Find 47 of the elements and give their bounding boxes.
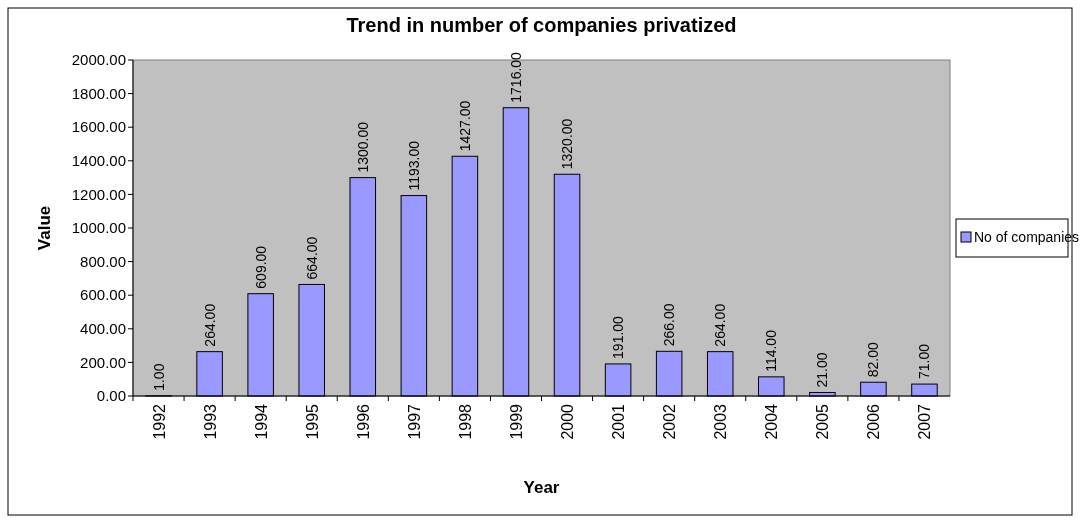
x-tick-label: 2000 <box>559 403 577 440</box>
data-label: 1716.00 <box>507 51 524 103</box>
data-label: 1320.00 <box>559 118 576 170</box>
x-tick-label: 1992 <box>150 403 168 440</box>
legend-label: No of companies <box>974 228 1080 245</box>
y-tick-label: 1400.00 <box>71 152 126 170</box>
data-label: 82.00 <box>865 341 882 378</box>
y-tick-label: 600.00 <box>80 286 126 304</box>
x-tick-label: 2006 <box>865 403 883 440</box>
data-label: 609.00 <box>252 245 269 289</box>
y-tick-label: 800.00 <box>80 252 126 270</box>
y-axis-title: Value <box>35 205 54 251</box>
y-tick-label: 400.00 <box>80 320 126 338</box>
y-tick-label: 1000.00 <box>71 219 126 237</box>
data-label: 1427.00 <box>456 100 473 152</box>
x-tick-label: 1997 <box>405 403 423 440</box>
data-label: 264.00 <box>712 303 729 347</box>
chart-title: Trend in number of companies privatized <box>346 14 737 36</box>
x-tick-label: 2005 <box>814 403 832 440</box>
x-tick-label: 2003 <box>712 403 730 440</box>
x-axis-title: Year <box>523 478 560 497</box>
data-label: 1300.00 <box>354 121 371 173</box>
y-tick-label: 2000.00 <box>71 51 126 69</box>
x-tick-label: 2002 <box>661 403 679 440</box>
x-tick-label: 1998 <box>456 403 474 440</box>
data-label: 1193.00 <box>405 140 422 191</box>
y-tick-label: 1600.00 <box>71 118 126 136</box>
data-label: 71.00 <box>916 343 933 380</box>
data-label: 191.00 <box>610 315 627 359</box>
data-label: 264.00 <box>201 303 218 347</box>
y-tick-label: 0.00 <box>96 387 126 405</box>
x-tick-label: 1993 <box>201 403 219 440</box>
x-tick-label: 1994 <box>252 403 270 440</box>
x-tick-label: 2007 <box>916 403 934 440</box>
y-tick-label: 1800.00 <box>71 84 126 102</box>
data-label: 114.00 <box>763 329 780 372</box>
y-tick-label: 200.00 <box>80 353 126 371</box>
data-label: 1.00 <box>150 363 167 391</box>
x-tick-label: 1999 <box>507 403 525 440</box>
x-tick-label: 2001 <box>610 403 628 440</box>
x-tick-label: 1996 <box>354 403 372 440</box>
x-tick-label: 2004 <box>763 403 781 440</box>
data-label: 664.00 <box>303 236 320 280</box>
y-tick-label: 1200.00 <box>71 185 126 203</box>
data-label: 21.00 <box>814 352 831 388</box>
data-label: 266.00 <box>661 303 678 347</box>
x-tick-label: 1995 <box>303 403 321 440</box>
